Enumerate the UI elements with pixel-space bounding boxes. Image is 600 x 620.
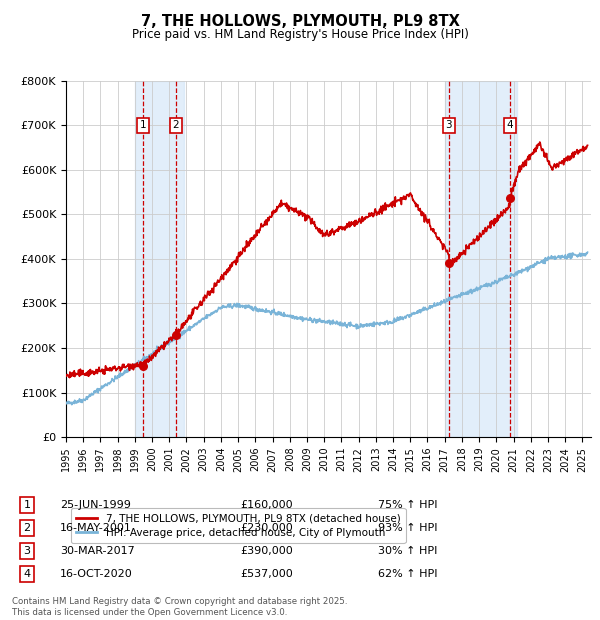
Text: 2: 2 [172,120,179,130]
Point [444,259,454,268]
Text: 30-MAR-2017: 30-MAR-2017 [60,546,135,556]
Text: 4: 4 [506,120,513,130]
Text: 4: 4 [23,569,31,579]
Text: 1: 1 [23,500,31,510]
Text: £390,000: £390,000 [240,546,293,556]
Text: Contains HM Land Registry data © Crown copyright and database right 2025.
This d: Contains HM Land Registry data © Crown c… [12,598,347,617]
Point [139,361,148,371]
Text: 7, THE HOLLOWS, PLYMOUTH, PL9 8TX: 7, THE HOLLOWS, PLYMOUTH, PL9 8TX [140,14,460,29]
Point [171,330,181,340]
Text: £230,000: £230,000 [240,523,293,533]
Text: 3: 3 [23,546,31,556]
Text: 3: 3 [446,120,452,130]
Text: Price paid vs. HM Land Registry's House Price Index (HPI): Price paid vs. HM Land Registry's House … [131,28,469,41]
Text: £537,000: £537,000 [240,569,293,579]
Legend: 7, THE HOLLOWS, PLYMOUTH, PL9 8TX (detached house), HPI: Average price, detached: 7, THE HOLLOWS, PLYMOUTH, PL9 8TX (detac… [71,508,406,543]
Text: 1: 1 [140,120,146,130]
Text: 16-OCT-2020: 16-OCT-2020 [60,569,133,579]
Text: 16-MAY-2001: 16-MAY-2001 [60,523,132,533]
Text: 30% ↑ HPI: 30% ↑ HPI [378,546,437,556]
Bar [445,81,517,437]
Text: 2: 2 [23,523,31,533]
Text: 62% ↑ HPI: 62% ↑ HPI [378,569,437,579]
Text: £160,000: £160,000 [240,500,293,510]
Text: 93% ↑ HPI: 93% ↑ HPI [378,523,437,533]
Point [505,193,515,203]
Text: 75% ↑ HPI: 75% ↑ HPI [378,500,437,510]
Bar [135,81,184,437]
Text: 25-JUN-1999: 25-JUN-1999 [60,500,131,510]
